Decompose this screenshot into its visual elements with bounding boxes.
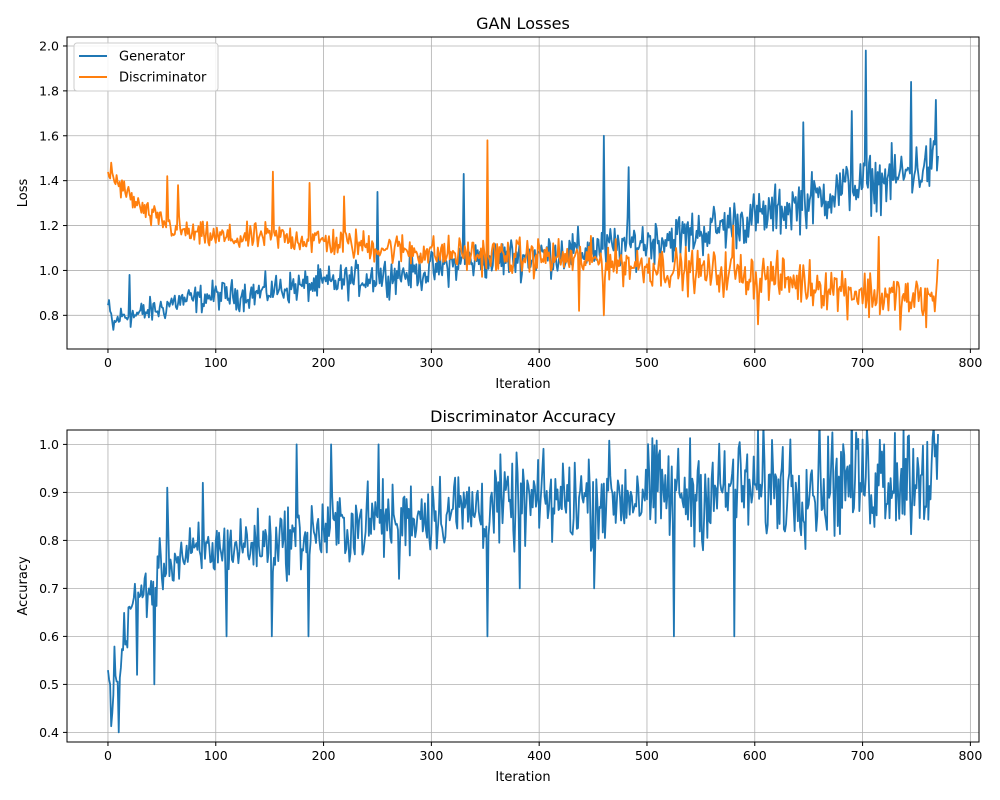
y-tick-label: 1.8 — [39, 83, 59, 98]
x-axis-label: Iteration — [495, 770, 550, 785]
legend-box — [73, 42, 219, 92]
x-tick-label: 700 — [851, 355, 875, 370]
y-tick-label: 1.0 — [39, 437, 59, 452]
x-tick-label: 500 — [635, 355, 659, 370]
y-tick-label: 0.5 — [39, 677, 59, 692]
y-tick-label: 0.8 — [39, 533, 59, 548]
y-tick-label: 0.9 — [39, 485, 59, 500]
chart-panel-1: 0 100 200 300 400 500 600 700 800 0.4 0.5 0.6 0.7 0.8… — [16, 407, 982, 785]
chart-title: Discriminator Accuracy — [430, 407, 616, 426]
y-tick-label: 0.7 — [39, 581, 59, 596]
y-tick-label: 1.6 — [39, 128, 59, 143]
x-tick-label: 100 — [204, 355, 228, 370]
y-axis-label: Loss — [16, 179, 31, 208]
y-tick-label: 1.4 — [39, 173, 59, 188]
x-tick-label: 400 — [527, 355, 551, 370]
x-tick-label: 800 — [958, 748, 982, 763]
y-tick-label: 0.4 — [39, 725, 59, 740]
x-tick-label: 300 — [419, 355, 443, 370]
x-axis-label: Iteration — [495, 377, 550, 392]
y-tick-label: 0.8 — [39, 308, 59, 323]
x-tick-label: 100 — [204, 748, 228, 763]
y-tick-label: 2.0 — [39, 38, 59, 53]
series-line-discriminator — [107, 139, 939, 331]
x-tick-label: 700 — [851, 748, 875, 763]
x-tick-label: 0 — [104, 355, 112, 370]
y-axis-label: Accuracy — [16, 556, 31, 616]
x-tick-label: 200 — [312, 355, 336, 370]
legend-label: Discriminator — [119, 71, 207, 86]
x-tick-label: 600 — [743, 748, 767, 763]
chart-panel-0: 0 100 200 300 400 500 600 700 800 0.8 1.0 1.2 1.4 1.6… — [16, 14, 982, 392]
x-tick-label: 200 — [312, 748, 336, 763]
y-tick-label: 1.2 — [39, 218, 59, 233]
legend: Generator Discriminator — [73, 42, 219, 92]
series-line-generator — [107, 49, 939, 331]
x-tick-label: 300 — [419, 748, 443, 763]
legend-label: Generator — [119, 50, 186, 65]
axes-frame — [66, 429, 980, 743]
series-line-accuracy — [107, 430, 939, 734]
x-tick-label: 500 — [635, 748, 659, 763]
y-tick-label: 0.6 — [39, 629, 59, 644]
x-tick-label: 600 — [743, 355, 767, 370]
chart-title: GAN Losses — [476, 14, 570, 33]
y-tick-label: 1.0 — [39, 263, 59, 278]
x-tick-label: 400 — [527, 748, 551, 763]
x-tick-label: 0 — [104, 748, 112, 763]
axes-frame — [66, 36, 980, 350]
x-tick-label: 800 — [958, 355, 982, 370]
